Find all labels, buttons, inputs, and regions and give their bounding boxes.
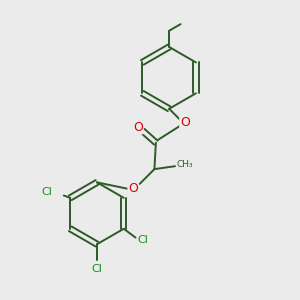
Text: Cl: Cl — [42, 187, 52, 197]
Text: O: O — [133, 121, 143, 134]
Text: Cl: Cl — [92, 264, 102, 274]
Text: O: O — [128, 182, 138, 195]
Text: O: O — [180, 116, 190, 128]
Text: CH₃: CH₃ — [176, 160, 193, 169]
Text: Cl: Cl — [137, 235, 148, 245]
